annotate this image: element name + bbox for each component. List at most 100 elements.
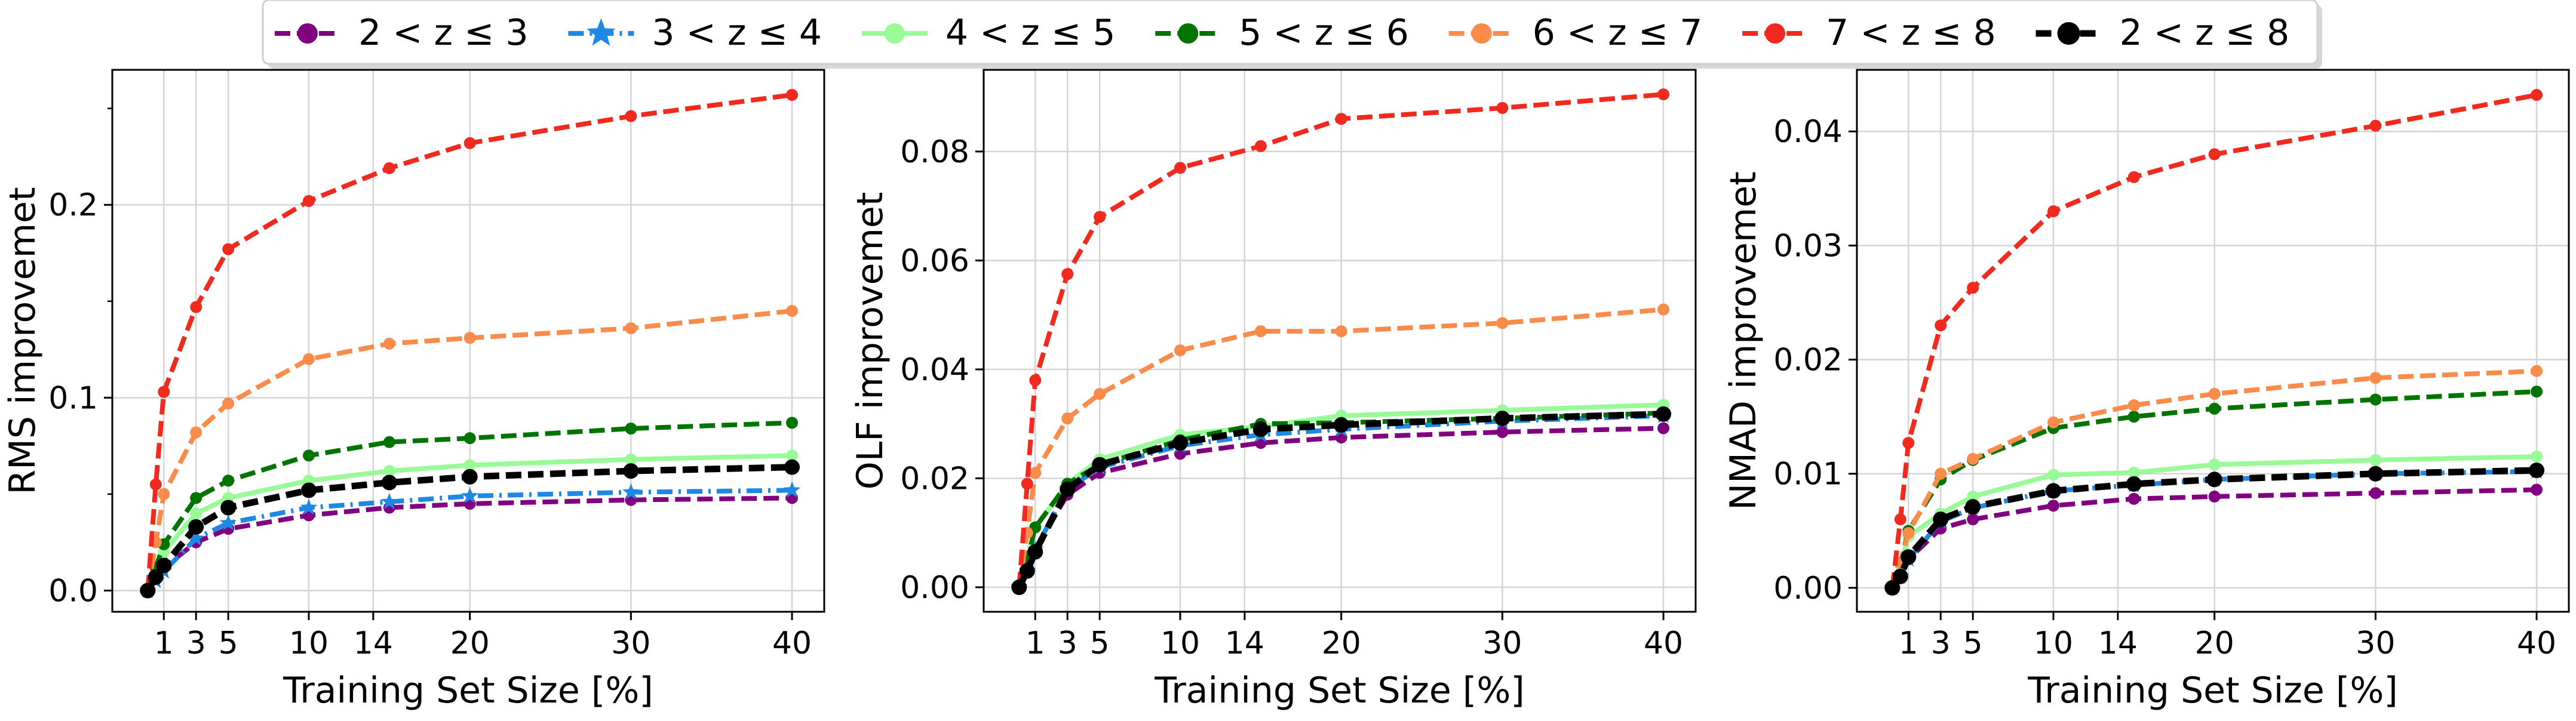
legend-marker (2057, 22, 2080, 45)
axes-frame (1856, 69, 2570, 613)
data-point (303, 195, 315, 207)
y-tick-label: 0.04 (1773, 114, 1843, 150)
data-point (463, 459, 476, 472)
data-point (461, 487, 478, 504)
data-point (1092, 457, 1108, 473)
data-point (625, 110, 637, 122)
x-tick-label: 30 (1482, 626, 1522, 661)
data-point (1657, 88, 1670, 101)
series-line (145, 93, 793, 591)
data-point (303, 353, 315, 365)
data-point (148, 569, 164, 585)
data-point (219, 514, 237, 531)
data-point (786, 417, 799, 429)
legend-box (262, 0, 2319, 65)
data-point (783, 481, 801, 498)
data-point (463, 332, 476, 344)
y-tick-label: 0.01 (1773, 457, 1843, 492)
data-point (2531, 386, 2543, 398)
series-line (145, 308, 793, 591)
data-point (1656, 406, 1672, 422)
y-axis-label: RMS improvemet (2, 187, 44, 494)
data-point (190, 507, 202, 520)
legend-marker (1178, 23, 1199, 44)
data-point (625, 453, 637, 466)
data-point (2208, 387, 2221, 400)
x-tick-label: 1 (1899, 626, 1918, 661)
data-point (158, 386, 170, 398)
data-point (1011, 579, 1027, 595)
x-axis-label: Training Set Size [%] (2027, 670, 2397, 711)
data-point (786, 449, 799, 462)
y-tick-label: 0.03 (1773, 228, 1843, 264)
series-line (1017, 410, 1664, 588)
x-axis-label: Training Set Size [%] (1154, 670, 1524, 711)
data-point (2208, 148, 2221, 161)
legend-entry-6: 7 < z ≤ 8 (1742, 12, 1996, 54)
data-point (2208, 458, 2221, 471)
data-point (2531, 365, 2543, 377)
data-point (149, 478, 162, 491)
data-point (1094, 387, 1106, 400)
data-point (140, 583, 156, 599)
series-line (1016, 411, 1664, 589)
data-point (156, 557, 172, 574)
data-point (2047, 416, 2060, 429)
data-point (2126, 476, 2142, 492)
data-point (1496, 317, 1509, 329)
series-4 (142, 417, 799, 597)
data-point (2531, 451, 2543, 463)
legend-entry-3: 4 < z ≤ 5 (861, 12, 1116, 54)
data-point (383, 162, 395, 174)
data-point (1029, 374, 1042, 387)
data-point (190, 492, 202, 504)
data-point (1254, 325, 1267, 338)
x-tick-label: 30 (611, 626, 650, 661)
data-point (1965, 499, 1981, 515)
y-tick-label: 0.04 (900, 352, 969, 388)
y-tick-label: 0.08 (900, 134, 969, 170)
legend-label: 2 < z ≤ 8 (2120, 12, 2290, 54)
data-point (1933, 512, 1949, 528)
data-point (786, 89, 799, 101)
series-line (146, 495, 793, 592)
data-point (625, 423, 637, 435)
data-point (1335, 325, 1347, 338)
data-point (1019, 563, 1035, 579)
x-tick-label: 14 (2098, 626, 2138, 661)
data-point (1029, 467, 1042, 479)
x-tick-label: 3 (1931, 626, 1951, 661)
data-point (1657, 422, 1670, 435)
data-point (2127, 411, 2140, 423)
data-point (2047, 469, 2060, 481)
data-point (1061, 268, 1074, 281)
x-tick-label: 10 (1160, 626, 1200, 661)
data-point (1174, 344, 1187, 356)
data-point (1335, 113, 1347, 125)
data-point (1021, 477, 1033, 490)
data-point (222, 474, 235, 487)
data-point (383, 465, 395, 477)
legend-label: 5 < z ≤ 6 (1239, 12, 1409, 54)
legend-entry-1: 2 < z ≤ 3 (275, 12, 529, 54)
legend-marker (884, 23, 905, 44)
data-point (380, 492, 398, 509)
data-point (2531, 483, 2543, 496)
data-point (1894, 513, 1906, 526)
data-point (2369, 454, 2382, 466)
series-7 (140, 459, 800, 599)
data-point (1967, 452, 1979, 465)
data-point (463, 137, 476, 149)
y-tick-label: 0.0 (48, 573, 98, 609)
data-point (1254, 140, 1267, 152)
data-point (1027, 544, 1043, 560)
legend-entry-2: 3 < z ≤ 4 (568, 12, 822, 54)
x-tick-label: 1 (154, 626, 174, 661)
data-point (383, 337, 395, 350)
data-point (1900, 549, 1917, 565)
series-line (1889, 467, 2537, 590)
chart-panel-2: 1 3 5 10 14 20 30 40 0.00 0.02 0.04 0.06 0.08 Trainin… (849, 69, 1697, 711)
data-point (622, 483, 640, 500)
data-point (383, 436, 395, 448)
